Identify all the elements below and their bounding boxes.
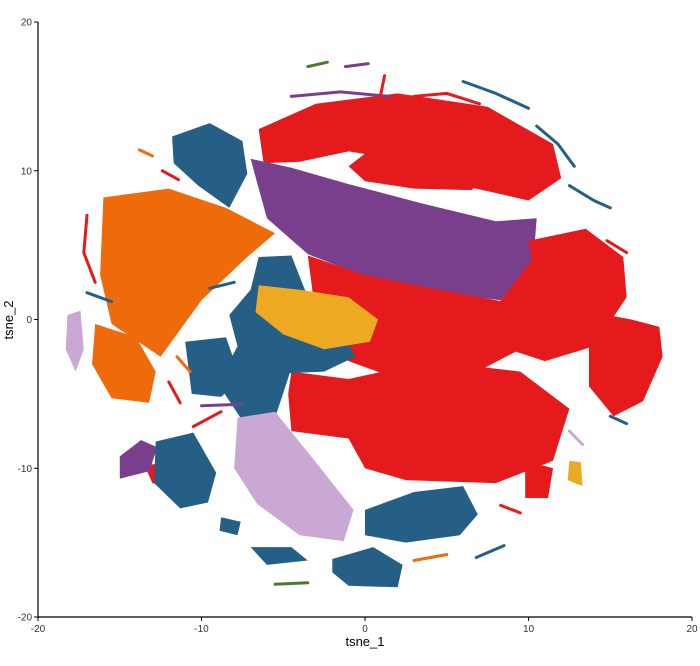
y-tick-label: -10 xyxy=(18,464,33,475)
sliver-blue-10 xyxy=(85,291,114,304)
sliver-red-4 xyxy=(412,91,481,106)
sliver-red-19 xyxy=(605,239,629,255)
cluster-blue-19 xyxy=(332,547,403,588)
y-tick-label: 20 xyxy=(21,18,33,29)
x-tick-label: -10 xyxy=(194,624,209,635)
cluster-purple-2 xyxy=(250,158,537,301)
sliver-blue-5 xyxy=(461,80,530,110)
x-tick-label: 20 xyxy=(686,624,698,635)
cluster-orange-10 xyxy=(100,188,276,357)
cluster-lavender-17 xyxy=(234,411,354,542)
cluster-blue-12 xyxy=(185,337,241,397)
x-tick-label: 10 xyxy=(523,624,535,635)
sliver-orange-16 xyxy=(412,553,449,562)
sliver-purple-1 xyxy=(343,62,370,69)
cluster-blue-11 xyxy=(217,255,356,421)
sliver-lavender-23 xyxy=(567,429,584,446)
cluster-blue-9 xyxy=(172,123,248,208)
sliver-red-21 xyxy=(167,380,182,405)
sliver-blue-7 xyxy=(567,184,612,210)
y-axis-ticks: -20 -10 0 10 20 xyxy=(18,18,38,624)
sliver-blue-15 xyxy=(474,544,506,559)
sliver-red-18 xyxy=(499,503,522,515)
y-axis-title: tsne_2 xyxy=(1,300,16,339)
sliver-blue-6 xyxy=(535,124,576,168)
x-axis-title: tsne_1 xyxy=(345,634,384,649)
sliver-orange-11 xyxy=(175,355,192,374)
sliver-red-9 xyxy=(160,169,181,182)
cluster-purple-15 xyxy=(119,440,158,479)
cluster-gold-23 xyxy=(567,460,583,487)
cluster-blue-16 xyxy=(154,432,217,509)
sliver-purple-0 xyxy=(289,90,391,98)
sliver-purple-12 xyxy=(200,402,244,408)
cluster-red-6 xyxy=(288,361,570,484)
x-axis-ticks: -20 -10 0 10 20 xyxy=(31,617,698,635)
cluster-layer xyxy=(65,93,663,588)
cluster-blue-18 xyxy=(365,486,478,543)
x-tick-label: 0 xyxy=(362,624,368,635)
cluster-red-5 xyxy=(589,315,663,417)
y-tick-label: 10 xyxy=(21,166,33,177)
sliver-red-3 xyxy=(378,74,387,101)
sliver-layer xyxy=(82,60,629,586)
cluster-red-7 xyxy=(525,460,553,498)
sliver-red-8 xyxy=(82,213,97,284)
sliver-red-13 xyxy=(191,410,223,429)
cluster-orange-14 xyxy=(92,324,156,403)
sliver-blue-14 xyxy=(608,414,629,426)
sliver-blue-20 xyxy=(208,280,236,290)
cluster-blue-20 xyxy=(250,547,308,565)
cluster-red-1 xyxy=(348,130,496,191)
cluster-blue-21 xyxy=(219,517,241,536)
y-tick-label: -20 xyxy=(18,613,33,624)
x-tick-label: -20 xyxy=(31,624,46,635)
sliver-green-17 xyxy=(273,581,310,586)
y-tick-label: 0 xyxy=(26,315,32,326)
sliver-orange-22 xyxy=(137,148,154,158)
cluster-gold-13 xyxy=(255,285,379,350)
sliver-green-2 xyxy=(306,60,329,69)
cluster-red-4 xyxy=(499,228,627,362)
cluster-lavender-22 xyxy=(65,310,84,372)
cluster-red-3 xyxy=(307,255,521,379)
